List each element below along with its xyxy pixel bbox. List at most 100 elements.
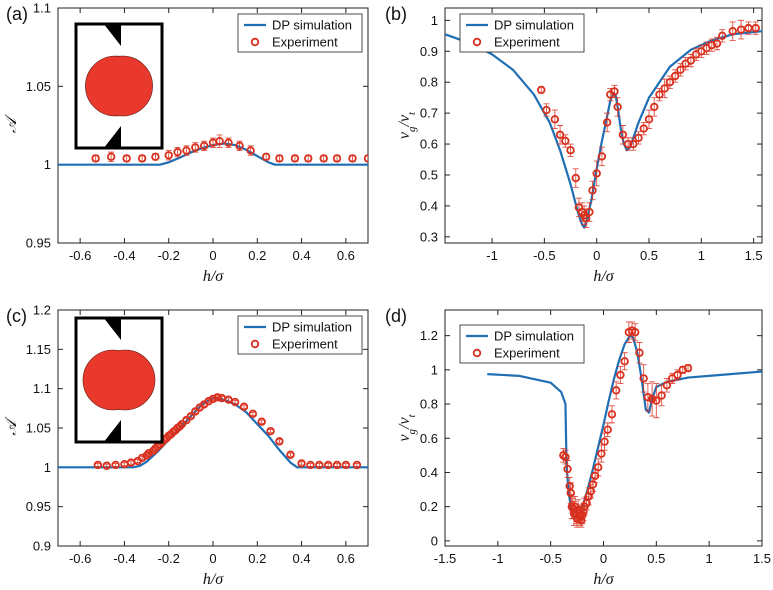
x-tick-label: 0.4 [293,248,311,263]
error-bar [258,419,265,424]
experiment-point [348,154,357,163]
error-bar [551,109,558,130]
x-tick-label: -0.5 [533,248,555,263]
experiment-point [266,426,275,436]
experiment-point [647,394,657,404]
legend-label-simulation: DP simulation [272,320,352,335]
experiment-point [602,118,612,127]
panel-label: (d) [385,306,407,326]
experiment-point [588,480,598,489]
experiment-point [275,154,284,163]
panel-d: -1.5 -1 -0.5 0 0.5 1 1.5 0 0.2 0.4 0.6 0.8 1 1.2 h/σ vg… [385,306,771,588]
x-tick-label: -0.4 [113,551,135,566]
experiment-point [306,460,315,470]
experiment-point [718,31,727,41]
y-tick-label: 1 [44,157,51,172]
error-bar [94,462,101,467]
x-tick-label: -0.6 [69,551,91,566]
legend-label-experiment: Experiment [272,337,338,352]
x-tick-label: -1.5 [434,551,456,566]
error-bar [604,112,611,133]
error-bar [249,411,256,416]
error-bar [298,461,305,466]
experiment-point [215,136,224,146]
legend-label-experiment: Experiment [272,35,338,50]
panel-a: -0.6 -0.4 -0.2 0 0.2 0.4 0.6 0.95 1 1.05 1.1 h/σ 𝒜 (a… [3,1,369,285]
x-axis-label: h/σ [593,268,614,285]
experiment-point [561,136,570,146]
legend-box [237,13,363,53]
error-bar [640,121,647,136]
x-tick-label: -0.2 [158,551,180,566]
x-tick-label: 0.2 [248,551,266,566]
experiment-point [224,138,233,147]
experiment-point [341,460,351,470]
error-bar [601,432,608,451]
error-bar [128,460,135,465]
experiment-point [712,39,722,48]
error-bar [598,444,605,463]
experiment-point [639,374,648,383]
x-tick-label: -1 [492,551,504,566]
inset-top-wedge [105,25,121,46]
experiment-point [297,459,306,468]
y-tick-label: 1 [431,362,438,377]
y-tick-label: 0 [431,533,438,548]
y-tick-label: 0.4 [420,198,438,213]
experiment-point [286,450,295,459]
legend: DP simulation Experiment [459,13,585,53]
experiment-point [585,207,594,217]
experiment-point [290,154,300,163]
experiment-point [600,437,609,446]
y-tick-label: 1.2 [33,303,51,318]
experiment-point [611,386,621,395]
legend-label-simulation: DP simulation [494,18,574,33]
y-axis-label: 𝒜 [3,113,20,133]
experiment-point [662,381,672,390]
y-tick-label: 0.8 [420,397,438,412]
axes-box [444,7,763,244]
error-bar [632,323,639,342]
experiment-point [631,328,640,337]
x-tick-label: 0 [600,551,607,566]
y-tick-label: 1.1 [33,1,51,16]
experiment-point [650,102,659,112]
error-bar [353,462,360,467]
experiment-point [239,402,249,411]
y-axis-label: vg/vt [396,111,418,139]
experiment-point [550,115,560,124]
error-bar [614,97,621,117]
error-bar [604,422,611,438]
panel-label: (c) [6,306,27,326]
legend-label-simulation: DP simulation [494,329,574,344]
legend-label-experiment: Experiment [494,35,560,50]
experiment-point [634,133,643,143]
legend-box [459,324,585,364]
experiment-point [537,85,546,95]
experiment-point [173,147,182,157]
error-bar [608,405,615,424]
experiment-point [91,154,100,163]
inset-top-wedge [105,319,121,340]
error-bar [653,383,660,419]
experiment-point [199,141,209,151]
y-axis-label: 𝒜 [3,416,20,436]
legend-marker-swatch [472,37,482,47]
experiment-point [736,25,746,34]
x-tick-label: 0.6 [337,248,355,263]
experiment-point [655,90,664,99]
y-tick-label: 0.6 [420,137,438,152]
experiment-point [363,154,368,163]
x-tick-label: 1 [706,551,713,566]
inset-particle-diagram [74,316,164,444]
legend-marker-swatch [472,348,482,358]
error-bar [334,462,340,467]
experiment-point [728,26,737,36]
experiment-point [323,460,333,470]
legend-box [459,13,585,53]
experiment-point [319,154,328,163]
error-bar [636,342,643,364]
experiment-point [566,146,575,155]
x-tick-label: 0.5 [647,551,665,566]
experiment-point [164,151,173,160]
